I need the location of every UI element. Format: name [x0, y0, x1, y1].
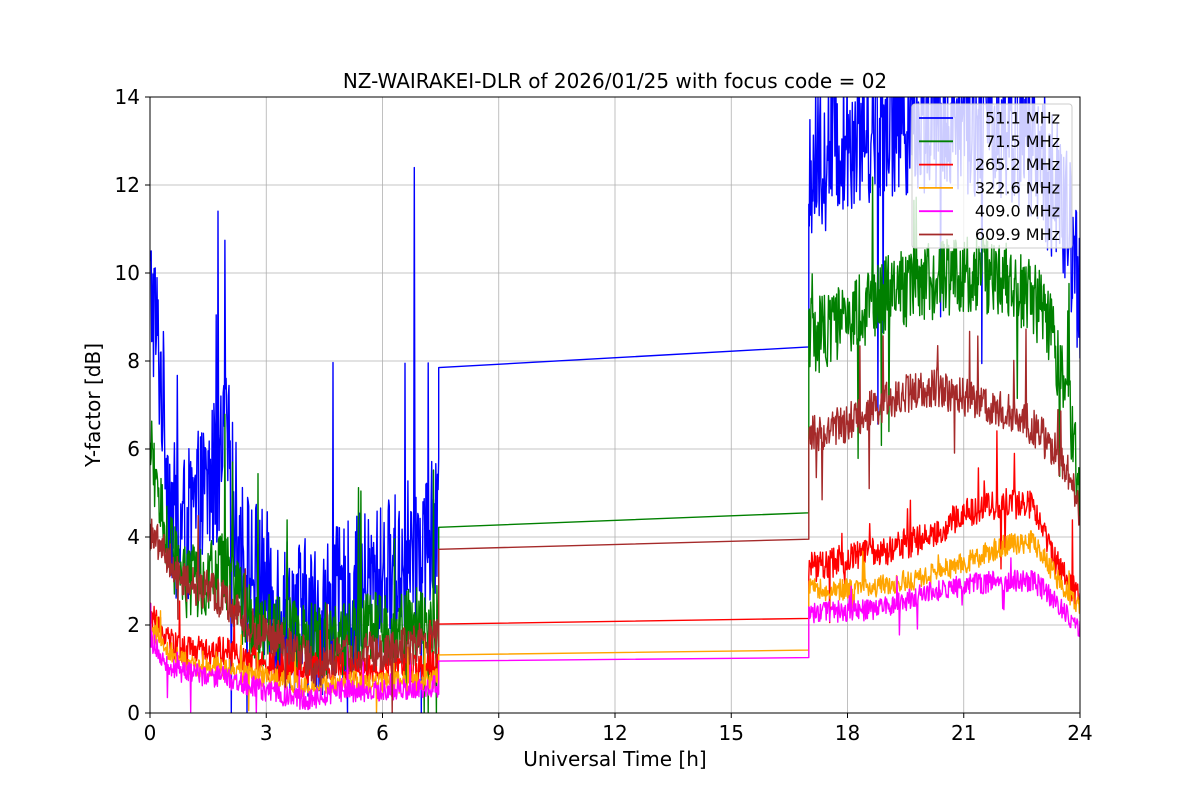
legend-label: 51.1 MHz	[985, 109, 1060, 128]
x-tick-label: 18	[835, 721, 860, 745]
series-line-409-0-mhz	[150, 557, 1080, 713]
y-axis: 0 2 4 6 8 10 12 14	[115, 85, 150, 725]
y-tick-label: 8	[127, 349, 140, 373]
y-tick-label: 10	[115, 261, 140, 285]
y-tick-label: 2	[127, 613, 140, 637]
legend-label: 609.9 MHz	[975, 225, 1060, 244]
legend-label: 265.2 MHz	[975, 155, 1060, 174]
x-tick-label: 0	[144, 721, 157, 745]
x-axis: 0 3 6 9 12 15 18 21 24	[144, 713, 1093, 745]
x-tick-label: 15	[719, 721, 744, 745]
x-tick-label: 3	[260, 721, 273, 745]
legend-label: 71.5 MHz	[985, 132, 1060, 151]
x-axis-label: Universal Time [h]	[523, 747, 706, 771]
x-tick-label: 9	[492, 721, 505, 745]
x-tick-label: 24	[1067, 721, 1092, 745]
series-line-322-6-mhz	[150, 530, 1080, 713]
x-tick-label: 21	[951, 721, 976, 745]
y-tick-label: 12	[115, 173, 140, 197]
x-tick-label: 6	[376, 721, 389, 745]
y-tick-label: 0	[127, 701, 140, 725]
y-axis-label: Y-factor [dB]	[81, 343, 105, 468]
x-tick-label: 12	[602, 721, 627, 745]
chart-title: NZ-WAIRAKEI-DLR of 2026/01/25 with focus…	[343, 69, 887, 93]
legend: 51.1 MHz 71.5 MHz 265.2 MHz 322.6 MHz 40…	[911, 103, 1073, 249]
y-tick-label: 4	[127, 525, 140, 549]
legend-label: 322.6 MHz	[975, 178, 1060, 197]
y-tick-label: 6	[127, 437, 140, 461]
series-line-609-9-mhz	[150, 328, 1080, 713]
legend-label: 409.0 MHz	[975, 202, 1060, 221]
y-tick-label: 14	[115, 85, 140, 109]
